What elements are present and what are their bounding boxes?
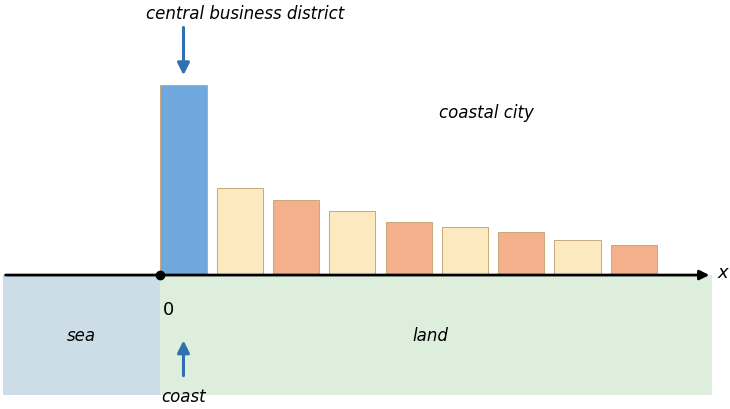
Bar [273, 200, 319, 275]
Bar [329, 211, 375, 275]
Text: coastal city: coastal city [439, 103, 534, 121]
Bar [217, 189, 263, 275]
Text: land: land [412, 326, 448, 344]
Bar [611, 245, 657, 275]
Bar [555, 240, 601, 275]
Text: sea: sea [67, 326, 96, 344]
Bar [161, 85, 207, 275]
Bar [3, 275, 161, 395]
Text: coast: coast [161, 387, 206, 405]
Bar [385, 222, 431, 275]
Bar [498, 232, 545, 275]
Text: central business district: central business district [146, 4, 344, 22]
Bar [161, 275, 712, 395]
Bar [442, 227, 488, 275]
Text: 0: 0 [164, 300, 174, 318]
Text: x: x [718, 264, 729, 282]
